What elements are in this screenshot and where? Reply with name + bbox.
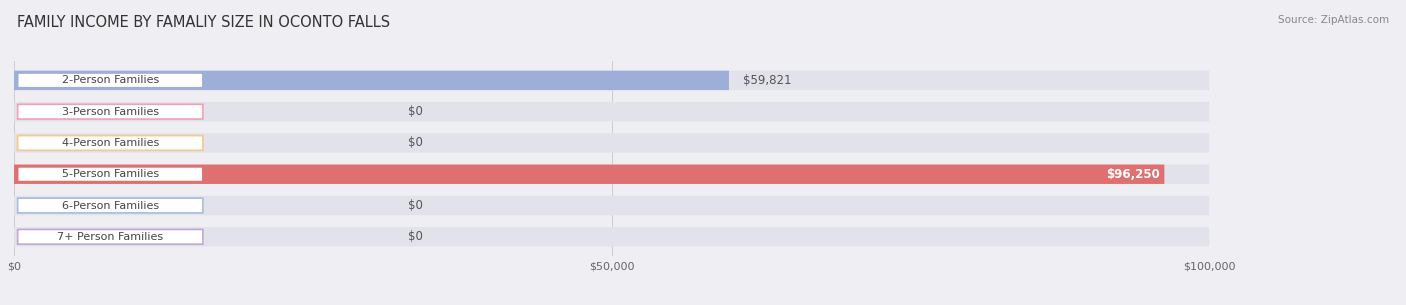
FancyBboxPatch shape [14, 227, 1209, 246]
FancyBboxPatch shape [14, 164, 1209, 184]
Text: 4-Person Families: 4-Person Families [62, 138, 159, 148]
FancyBboxPatch shape [18, 136, 202, 150]
Text: $0: $0 [409, 136, 423, 149]
Text: $0: $0 [409, 199, 423, 212]
FancyBboxPatch shape [18, 229, 202, 244]
Text: 6-Person Families: 6-Person Families [62, 200, 159, 210]
FancyBboxPatch shape [14, 102, 1209, 121]
FancyBboxPatch shape [14, 196, 1209, 215]
Text: $0: $0 [409, 105, 423, 118]
FancyBboxPatch shape [18, 104, 202, 119]
FancyBboxPatch shape [18, 198, 202, 213]
FancyBboxPatch shape [14, 71, 1209, 90]
Text: 5-Person Families: 5-Person Families [62, 169, 159, 179]
FancyBboxPatch shape [18, 167, 202, 181]
FancyBboxPatch shape [18, 73, 202, 88]
FancyBboxPatch shape [14, 133, 1209, 153]
Text: FAMILY INCOME BY FAMALIY SIZE IN OCONTO FALLS: FAMILY INCOME BY FAMALIY SIZE IN OCONTO … [17, 15, 389, 30]
Text: $59,821: $59,821 [744, 74, 792, 87]
Text: 7+ Person Families: 7+ Person Families [58, 232, 163, 242]
Text: Source: ZipAtlas.com: Source: ZipAtlas.com [1278, 15, 1389, 25]
Text: $0: $0 [409, 230, 423, 243]
FancyBboxPatch shape [14, 164, 1164, 184]
Text: 3-Person Families: 3-Person Families [62, 107, 159, 117]
Text: $96,250: $96,250 [1105, 168, 1160, 181]
FancyBboxPatch shape [14, 71, 728, 90]
Text: 2-Person Families: 2-Person Families [62, 75, 159, 85]
